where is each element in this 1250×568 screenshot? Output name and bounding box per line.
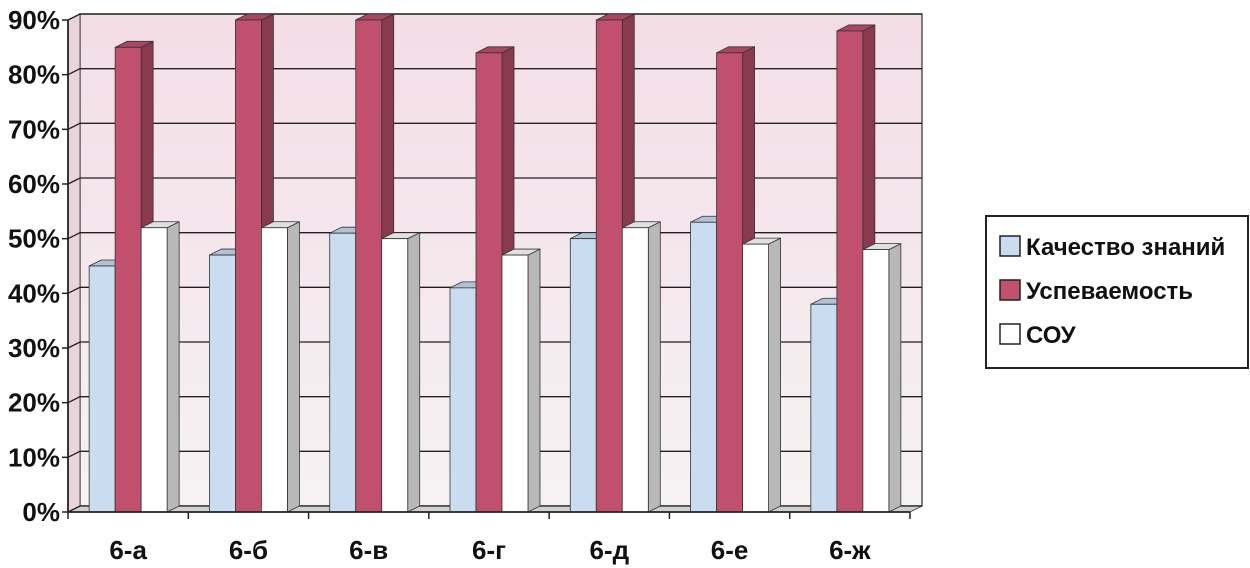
x-tick-label: 6-д [589,535,629,565]
y-tick-label: 50% [8,224,60,254]
side-wall [67,13,81,513]
y-axis: 0% 10% 20% 30% 40% 50% 60% 70% 80% 90% [8,5,69,527]
bar [501,248,541,513]
x-axis: 6-а 6-б 6-в 6-г 6-д 6-е 6-ж [67,511,911,565]
gridline [67,68,922,76]
bar [621,221,661,513]
legend: Качество знаний Успеваемость СОУ [985,215,1249,369]
x-tick-label: 6-в [349,535,388,565]
y-tick-label: 80% [8,60,60,90]
legend-swatch [999,279,1021,301]
bars [88,13,902,513]
bar [862,242,902,513]
y-tick-label: 90% [8,5,60,35]
bar [140,221,180,513]
x-tick-label: 6-е [711,535,749,565]
legend-label: Успеваемость [1026,278,1193,305]
x-tick-label: 6-б [229,535,268,565]
legend-label: Качество знаний [1026,234,1225,261]
gridline [67,177,922,185]
gridline [67,122,922,130]
legend-swatch [999,235,1021,257]
x-tick-label: 6-а [109,535,147,565]
bar [742,237,781,513]
y-tick-label: 10% [8,442,60,472]
y-tick-label: 20% [8,388,60,418]
y-tick-label: 30% [8,333,60,363]
legend-swatch [999,323,1021,345]
legend-label: СОУ [1026,322,1077,349]
gridline [67,13,922,21]
y-tick-label: 0% [22,497,60,527]
x-tick-label: 6-ж [829,535,871,565]
legend-box [985,215,1249,369]
y-tick-label: 40% [8,278,60,308]
bar [261,221,300,513]
y-tick-label: 70% [8,114,60,144]
bar [381,232,421,513]
x-tick-label: 6-г [472,535,506,565]
y-tick-label: 60% [8,169,60,199]
